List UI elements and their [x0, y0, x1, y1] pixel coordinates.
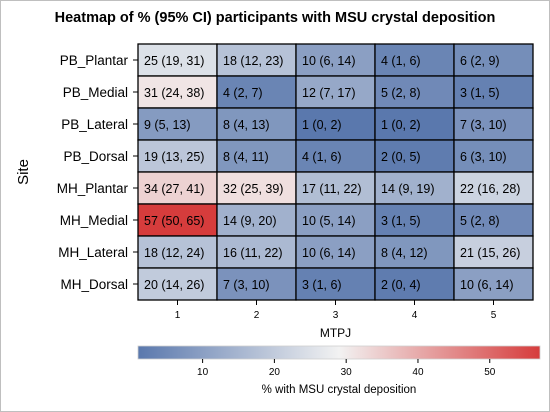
cell-label: 10 (5, 14): [302, 214, 356, 228]
y-tick-label: MH_Lateral: [58, 245, 128, 260]
heatmap-cell: [216, 139, 297, 173]
heatmap-cell: [137, 235, 218, 269]
y-tick-label: MH_Medial: [60, 213, 128, 228]
cell-label: 10 (6, 14): [302, 246, 356, 260]
cell-label: 5 (2, 8): [460, 214, 500, 228]
y-tick-label: MH_Plantar: [57, 181, 129, 196]
cell-label: 6 (2, 9): [460, 54, 500, 68]
y-tick-label: PB_Plantar: [60, 53, 129, 68]
heatmap-cell: [295, 107, 376, 141]
heatmap-cell: [453, 107, 534, 141]
heatmap-cell: [453, 43, 534, 77]
heatmap-cell: [295, 203, 376, 237]
heatmap-cell: [295, 75, 376, 109]
colorbar-tick-label: 50: [484, 367, 496, 378]
heatmap-cell: [216, 107, 297, 141]
cell-label: 4 (1, 6): [381, 54, 421, 68]
cell-label: 8 (4, 11): [223, 150, 269, 164]
colorbar-tick-label: 40: [412, 367, 424, 378]
heatmap-cell: [453, 75, 534, 109]
heatmap-cell: [295, 139, 376, 173]
x-tick-label: 4: [412, 310, 418, 321]
cell-label: 14 (9, 19): [381, 182, 435, 196]
heatmap-cell: [216, 203, 297, 237]
heatmap-cell: [295, 267, 376, 301]
x-tick-label: 3: [333, 310, 339, 321]
heatmap-cell: [453, 139, 534, 173]
colorbar: [137, 345, 541, 360]
colorbar-tick-label: 30: [341, 367, 353, 378]
cell-label: 3 (1, 5): [381, 214, 421, 228]
colorbar-label: % with MSU crystal deposition: [262, 384, 417, 396]
x-tick-label: 2: [254, 310, 260, 321]
cell-label: 31 (24, 38): [144, 86, 204, 100]
cell-label: 3 (1, 6): [302, 278, 342, 292]
heatmap-cell: [137, 203, 218, 237]
cell-label: 22 (16, 28): [460, 182, 520, 196]
cell-label: 10 (6, 14): [302, 54, 356, 68]
cell-label: 2 (0, 5): [381, 150, 421, 164]
heatmap-cells: 25 (19, 31) 18 (12, 23) 10 (6, 14) 4 (1, 6)…: [137, 43, 534, 301]
cell-label: 18 (12, 23): [223, 54, 283, 68]
cell-label: 32 (25, 39): [223, 182, 283, 196]
colorbar-tick-label: 10: [197, 367, 209, 378]
heatmap-cell: [295, 235, 376, 269]
cell-label: 5 (2, 8): [381, 86, 421, 100]
heatmap-cell: [453, 203, 534, 237]
x-tick-label: 5: [491, 310, 497, 321]
cell-label: 7 (3, 10): [460, 118, 507, 132]
y-tick-labels: PB_Plantar PB_Medial PB_Lateral PB_Dorsal MH…: [57, 53, 138, 292]
cell-label: 12 (7, 17): [302, 86, 356, 100]
cell-label: 8 (4, 13): [223, 118, 270, 132]
cell-label: 1 (0, 2): [381, 118, 421, 132]
heatmap-cell: [453, 171, 534, 205]
cell-label: 21 (15, 26): [460, 246, 520, 260]
x-axis-label: MTPJ: [320, 326, 351, 340]
cell-label: 19 (13, 25): [144, 150, 204, 164]
x-tick-labels: 1 2 3 4 5: [175, 300, 497, 321]
cell-label: 10 (6, 14): [460, 278, 514, 292]
cell-label: 57 (50, 65): [144, 214, 204, 228]
colorbar-ticks: 10 20 30 40 50: [197, 359, 496, 378]
cell-label: 2 (0, 4): [381, 278, 421, 292]
cell-label: 1 (0, 2): [302, 118, 342, 132]
chart-title: Heatmap of % (95% CI) participants with …: [54, 10, 496, 26]
cell-label: 16 (11, 22): [223, 246, 283, 260]
colorbar-tick-label: 20: [269, 367, 281, 378]
x-tick-label: 1: [175, 310, 181, 321]
cell-label: 4 (1, 6): [302, 150, 342, 164]
y-axis-label: Site: [15, 159, 32, 185]
heatmap-cell: [216, 235, 297, 269]
heatmap-cell: [216, 267, 297, 301]
heatmap-cell: [374, 107, 455, 141]
cell-label: 8 (4, 12): [381, 246, 428, 260]
cell-label: 14 (9, 20): [223, 214, 277, 228]
cell-label: 25 (19, 31): [144, 54, 204, 68]
cell-label: 34 (27, 41): [144, 182, 204, 196]
y-tick-label: PB_Medial: [63, 85, 128, 100]
y-tick-label: MH_Dorsal: [60, 277, 128, 292]
heatmap-cell: [374, 171, 455, 205]
cell-label: 20 (14, 26): [144, 278, 204, 292]
cell-label: 18 (12, 24): [144, 246, 204, 260]
heatmap-cell: [137, 75, 218, 109]
y-tick-label: PB_Lateral: [61, 117, 128, 132]
cell-label: 6 (3, 10): [460, 150, 507, 164]
cell-label: 9 (5, 13): [144, 118, 191, 132]
cell-label: 4 (2, 7): [223, 86, 263, 100]
cell-label: 7 (3, 10): [223, 278, 270, 292]
cell-label: 17 (11, 22): [302, 182, 362, 196]
heatmap-cell: [216, 75, 297, 109]
heatmap-cell: [453, 267, 534, 301]
y-tick-label: PB_Dorsal: [63, 149, 128, 164]
heatmap-cell: [295, 171, 376, 205]
cell-label: 3 (1, 5): [460, 86, 500, 100]
